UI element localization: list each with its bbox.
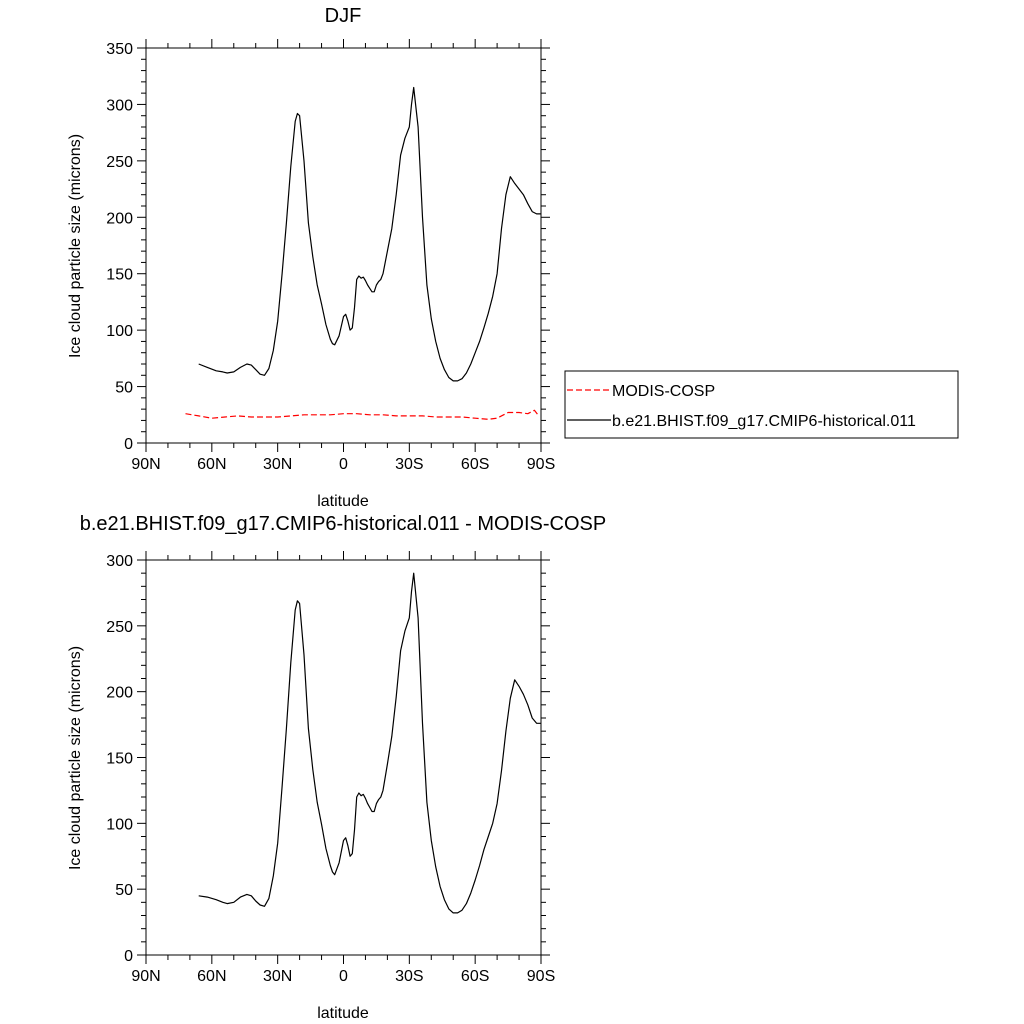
top-panel-frame <box>145 47 542 444</box>
top-panel-ticks: 0 50 100 150 200 250 300 350 90N 60N 30N 0 30S 60S 90S <box>106 39 555 473</box>
y-tick-label: 200 <box>106 685 133 702</box>
y-tick-label: 100 <box>106 323 133 340</box>
bottom-panel-xlabel: latitude <box>317 1005 369 1022</box>
x-tick-label: 30S <box>395 456 423 473</box>
y-tick-label: 150 <box>106 751 133 768</box>
x-tick-label: 90N <box>131 456 160 473</box>
y-tick-label: 250 <box>106 154 133 171</box>
top-panel-ylabel: Ice cloud particle size (microns) <box>67 134 84 358</box>
y-tick-label: 300 <box>106 553 133 570</box>
y-tick-label: 50 <box>115 882 133 899</box>
x-tick-label: 60N <box>197 968 226 985</box>
y-tick-label: 0 <box>124 948 133 965</box>
bottom-panel-series <box>198 572 541 914</box>
x-tick-label: 90N <box>131 968 160 985</box>
y-tick-label: 300 <box>106 97 133 114</box>
legend-box <box>564 370 959 439</box>
x-tick-label: 30N <box>263 456 292 473</box>
x-tick-label: 90S <box>527 456 555 473</box>
bottom-panel-ylabel: Ice cloud particle size (microns) <box>67 646 84 870</box>
top-panel: DJF latitude Ice cloud particle size (mi… <box>67 5 555 510</box>
bottom-panel-frame <box>145 559 542 956</box>
x-tick-label: 0 <box>339 456 348 473</box>
series-line-0-1 <box>198 86 541 382</box>
y-tick-label: 100 <box>106 816 133 833</box>
y-tick-label: 50 <box>115 380 133 397</box>
y-tick-label: 350 <box>106 41 133 58</box>
x-tick-label: 60N <box>197 456 226 473</box>
y-tick-label: 250 <box>106 619 133 636</box>
series-line-0-0 <box>185 409 540 420</box>
x-tick-label: 60S <box>461 968 489 985</box>
x-tick-label: 90S <box>527 968 555 985</box>
bottom-panel: b.e21.BHIST.f09_g17.CMIP6-historical.011… <box>67 513 606 1022</box>
top-panel-xlabel: latitude <box>317 493 369 510</box>
legend: MODIS-COSP b.e21.BHIST.f09_g17.CMIP6-his… <box>564 370 959 439</box>
series-line-1-0 <box>198 572 541 914</box>
x-tick-label: 30N <box>263 968 292 985</box>
x-tick-label: 60S <box>461 456 489 473</box>
bottom-panel-ticks: 0 50 100 150 200 250 300 90N 60N 30N 0 30S 60S 90S <box>106 551 555 985</box>
legend-label-modis: MODIS-COSP <box>612 383 715 400</box>
y-tick-label: 200 <box>106 210 133 227</box>
top-panel-series <box>185 86 541 420</box>
x-tick-label: 30S <box>395 968 423 985</box>
top-panel-title: DJF <box>325 5 362 27</box>
y-tick-label: 150 <box>106 267 133 284</box>
legend-label-model: b.e21.BHIST.f09_g17.CMIP6-historical.011 <box>612 413 916 430</box>
bottom-panel-title: b.e21.BHIST.f09_g17.CMIP6-historical.011… <box>80 513 607 535</box>
y-tick-label: 0 <box>124 436 133 453</box>
x-tick-label: 0 <box>339 968 348 985</box>
